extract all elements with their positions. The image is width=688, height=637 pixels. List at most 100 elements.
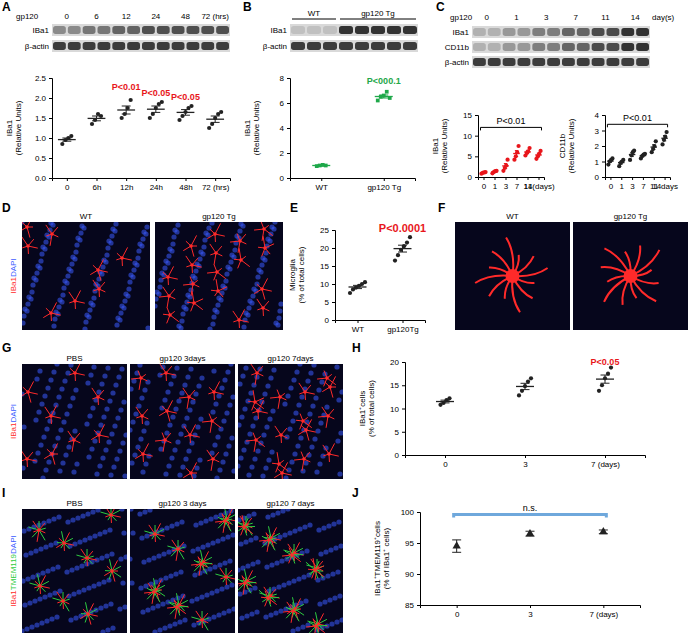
cell-body — [216, 289, 220, 293]
nucleus — [34, 270, 39, 275]
nucleus — [86, 454, 91, 459]
lane-label: 24 — [151, 12, 160, 21]
nucleus — [231, 606, 235, 611]
lane-label: 72 (hrs) — [201, 12, 229, 21]
blot-band — [323, 42, 337, 50]
nucleus — [96, 581, 101, 586]
nucleus — [269, 449, 274, 454]
nucleus — [48, 542, 53, 547]
error-bar — [482, 172, 485, 174]
nucleus — [200, 544, 205, 549]
nucleus — [184, 415, 189, 420]
x-tick-label: 12h — [120, 183, 133, 192]
nucleus — [242, 406, 247, 411]
cell-body — [313, 568, 317, 572]
nucleus — [108, 601, 113, 606]
nucleus — [151, 555, 156, 560]
nucleus — [78, 230, 83, 235]
y-axis: 01234 — [595, 111, 606, 182]
nucleus — [300, 624, 305, 629]
cell-body — [73, 299, 77, 303]
nucleus — [140, 609, 145, 614]
nucleus — [247, 298, 252, 303]
y-tick-label: 6 — [280, 99, 285, 108]
nucleus — [216, 295, 221, 300]
y-axis-line — [332, 231, 336, 321]
image-panel: PBSgp120 3daysgp120 7daysIBa1DAPI — [9, 354, 345, 484]
nucleus — [92, 438, 97, 443]
nucleus — [335, 569, 340, 574]
image-bg — [238, 509, 343, 633]
nucleus — [22, 313, 27, 318]
annotation: P<0.01 — [623, 113, 652, 123]
cell-body — [210, 419, 214, 423]
nucleus — [91, 295, 96, 300]
data-point — [177, 118, 181, 122]
cell-body — [279, 433, 283, 437]
blot-band — [577, 58, 590, 66]
y-tick-label: 4 — [595, 111, 600, 120]
nucleus — [119, 509, 124, 512]
image-panel: WTgp120 TgIBa1DAPI — [9, 212, 284, 332]
nucleus — [322, 599, 327, 604]
cell-body — [239, 258, 243, 262]
micrograph — [22, 509, 127, 633]
image-panel: PBSgp120 3 daysgp120 7 daysIBa1TMEM119DA… — [9, 499, 345, 637]
chart: 05101501371114(days)IBa1(Relative Units)… — [431, 111, 555, 191]
nucleus — [288, 385, 293, 390]
x-tick-mark — [186, 178, 187, 181]
nucleus — [38, 442, 43, 447]
nucleus — [195, 424, 200, 429]
y-tick-label: 2.5 — [35, 74, 47, 83]
nucleus — [144, 533, 149, 538]
cell-body — [188, 433, 192, 437]
cell-process — [259, 590, 268, 598]
nucleus — [333, 545, 338, 550]
nucleus — [170, 241, 175, 246]
y-axis-title: (Relative Units) — [252, 100, 261, 155]
x-tick-mark — [539, 177, 540, 180]
nucleus — [198, 416, 203, 421]
nucleus — [139, 535, 144, 540]
lane-label: 0 — [65, 12, 70, 21]
cell-body — [223, 519, 227, 523]
nucleus — [160, 601, 165, 606]
blot-band — [503, 43, 516, 51]
panel-label: H — [352, 341, 361, 355]
stain-name: DAPI — [9, 535, 18, 554]
nucleus — [230, 532, 235, 537]
nucleus — [123, 291, 128, 296]
nucleus — [221, 418, 226, 423]
mean-line — [375, 96, 393, 97]
nucleus — [22, 306, 27, 311]
nucleus — [245, 563, 250, 568]
y-tick-mark — [49, 98, 52, 99]
nucleus — [64, 569, 69, 574]
nucleus — [103, 447, 108, 452]
nucleus — [22, 320, 26, 325]
nucleus — [338, 430, 343, 435]
cell-body — [211, 457, 215, 461]
cell-process — [39, 530, 45, 540]
blot-band — [112, 26, 125, 34]
cell-body — [255, 371, 259, 375]
nucleus — [138, 585, 143, 590]
nucleus — [118, 556, 123, 561]
nucleus — [39, 251, 44, 256]
x-tick-label: 1 — [493, 182, 498, 191]
nucleus — [43, 467, 48, 472]
nucleus — [273, 610, 278, 615]
nucleus — [174, 521, 179, 526]
nucleus — [265, 383, 270, 388]
nucleus — [87, 413, 92, 418]
nucleus — [47, 592, 52, 597]
nucleus — [194, 596, 199, 601]
y-tick-label: 0 — [325, 316, 330, 325]
cell-process — [178, 549, 184, 559]
y-tick-mark — [475, 156, 478, 157]
micrograph — [130, 364, 235, 479]
nucleus — [228, 259, 233, 264]
nucleus — [92, 533, 97, 538]
nucleus — [145, 607, 150, 612]
y-tick: 10 — [463, 132, 478, 141]
